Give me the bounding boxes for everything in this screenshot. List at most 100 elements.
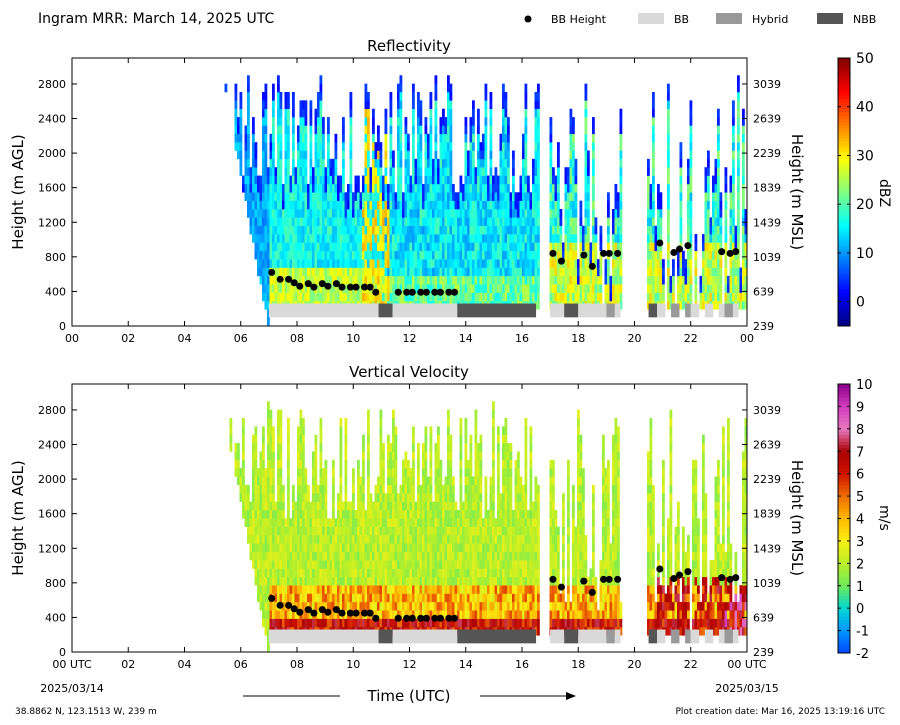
field-cell: [572, 133, 575, 143]
y-right-tick-label: 3039: [753, 78, 781, 91]
field-cell: [277, 292, 280, 302]
field-cell: [247, 484, 250, 494]
field-cell: [497, 284, 500, 293]
field-cell: [607, 209, 610, 218]
field-cell: [257, 593, 260, 603]
field-cell: [647, 200, 650, 210]
field-cell: [264, 568, 268, 578]
field-cell: [472, 292, 475, 302]
field-cell: [317, 576, 320, 586]
field-cell: [314, 142, 318, 151]
field-cell: [307, 551, 310, 561]
field-cell: [504, 133, 508, 143]
field-cell: [277, 234, 280, 243]
field-cell: [339, 418, 343, 427]
field-cell: [652, 175, 655, 185]
field-cell: [279, 234, 283, 243]
field-cell: [277, 509, 280, 519]
field-cell: [389, 242, 393, 252]
field-cell: [384, 209, 388, 218]
field-cell: [397, 125, 400, 135]
field-cell: [339, 242, 343, 252]
field-cell: [229, 418, 233, 427]
field-cell: [337, 234, 340, 243]
field-cell: [314, 576, 318, 586]
field-cell: [247, 183, 250, 193]
field-cell: [289, 234, 293, 243]
field-cell: [359, 585, 363, 594]
field-cell: [499, 183, 503, 193]
field-cell: [672, 284, 675, 293]
field-cell: [354, 551, 358, 561]
field-cell: [282, 192, 285, 201]
field-cell: [694, 267, 698, 277]
field-cell: [459, 234, 463, 243]
field-cell: [279, 409, 283, 419]
field-cell: [404, 526, 408, 536]
field-cell: [282, 568, 285, 578]
y-right-tick-label: 2239: [753, 147, 781, 160]
field-cell: [389, 125, 393, 135]
field-cell: [667, 167, 670, 176]
field-cell: [552, 242, 555, 252]
field-cell: [354, 225, 358, 235]
field-cell: [287, 526, 290, 536]
field-cell: [679, 267, 683, 277]
field-cell: [714, 259, 718, 268]
field-cell: [612, 267, 615, 277]
field-cell: [317, 92, 320, 101]
field-cell: [724, 259, 728, 268]
field-cell: [299, 242, 303, 252]
bb-type-segment: [657, 303, 666, 318]
colorbar-step: [838, 74, 850, 79]
field-cell: [527, 200, 530, 210]
field-cell: [302, 601, 305, 611]
field-cell: [262, 200, 265, 210]
field-cell: [349, 117, 353, 126]
field-cell: [264, 526, 268, 536]
field-cell: [384, 585, 388, 594]
field-cell: [299, 568, 303, 578]
field-cell: [322, 468, 325, 477]
field-cell: [744, 209, 748, 218]
field-cell: [247, 209, 250, 218]
field-cell: [394, 200, 398, 210]
field-cell: [329, 526, 333, 536]
field-cell: [704, 267, 708, 277]
field-cell: [269, 217, 273, 227]
x-tick-label: 00: [740, 332, 754, 345]
field-cell: [449, 133, 453, 143]
field-cell: [259, 484, 263, 494]
field-cell: [534, 284, 538, 293]
field-cell: [419, 108, 423, 118]
field-cell: [704, 200, 708, 210]
field-cell: [369, 217, 373, 227]
field-cell: [717, 250, 720, 260]
field-cell: [334, 267, 338, 277]
field-cell: [327, 133, 330, 143]
bb-height-point: [718, 248, 726, 256]
field-cell: [569, 209, 573, 218]
field-cell: [584, 275, 588, 285]
field-cell: [267, 443, 270, 452]
field-cell: [374, 543, 378, 553]
bb-height-point: [431, 288, 439, 296]
field-cell: [554, 175, 558, 185]
field-cell: [344, 576, 348, 586]
field-cell: [447, 242, 450, 252]
field-cell: [484, 250, 488, 260]
field-cell: [524, 267, 528, 277]
field-cell: [367, 192, 370, 201]
field-cell: [382, 183, 385, 193]
field-cell: [564, 217, 568, 227]
field-cell: [647, 225, 650, 235]
field-cell: [619, 300, 623, 310]
field-cell: [507, 183, 510, 193]
field-cell: [394, 476, 398, 486]
field-cell: [284, 217, 288, 227]
field-cell: [574, 267, 578, 277]
field-cell: [349, 175, 353, 185]
field-cell: [399, 560, 403, 569]
field-cell: [277, 610, 280, 619]
field-cell: [389, 526, 393, 536]
